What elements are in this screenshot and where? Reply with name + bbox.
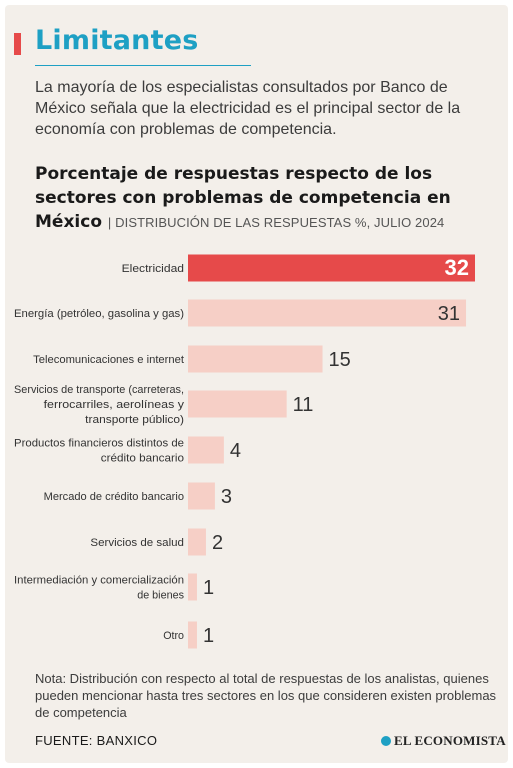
category-label-4: Servicios de transporte (carreteras, ferr… (14, 384, 185, 426)
infographic-card: Limitantes La mayoría de los especialist… (5, 5, 508, 763)
value-label-8: 1 (203, 577, 214, 599)
value-label-5: 4 (230, 440, 241, 462)
bar-5 (188, 436, 224, 464)
chart-subtitle-sep: | (107, 215, 116, 230)
value-label-4: 11 (293, 394, 314, 416)
bar-1 (188, 254, 475, 282)
category-label-5: Productos financieros distintos de crédit… (14, 438, 184, 465)
value-label-7: 2 (212, 532, 223, 554)
category-label-6: Mercado de crédito bancario (44, 491, 184, 503)
chart-title: Porcentaje de respuestas respecto de los… (35, 164, 451, 232)
bar-6 (188, 482, 215, 510)
brand-logo: EL ECONOMISTA (381, 733, 506, 749)
bar-4 (188, 390, 287, 418)
brand-icon (381, 736, 391, 746)
value-label-1: 32 (445, 255, 469, 280)
headline: Limitantes (35, 25, 199, 56)
note-text: Nota: Distribución con respecto al total… (35, 671, 497, 720)
headline-rule (35, 65, 251, 66)
value-label-9: 1 (203, 625, 214, 647)
category-label-7: Servicios de salud (90, 537, 184, 549)
category-label-8: Intermediación y comercialización de bien… (14, 575, 184, 602)
source-text: FUENTE: BANXICO (35, 733, 158, 748)
accent-bar (14, 33, 21, 55)
category-label-9: Otro (163, 630, 184, 642)
value-label-6: 3 (221, 486, 232, 508)
category-label-2: Energía (petróleo, gasolina y gas) (14, 308, 184, 320)
bar-9 (188, 621, 197, 649)
value-label-3: 15 (329, 349, 351, 371)
value-label-2: 31 (438, 303, 460, 325)
chart-title-block: Porcentaje de respuestas respecto de los… (35, 162, 505, 235)
bar-7 (188, 528, 206, 556)
bar-8 (188, 573, 197, 601)
intro-text: La mayoría de los especialistas consulta… (35, 79, 461, 138)
bar-3 (188, 345, 323, 373)
chart-subtitle: DISTRIBUCIÓN DE LAS RESPUESTAS %, JULIO … (115, 215, 445, 230)
category-label-3: Telecomunicaciones e internet (33, 354, 184, 366)
category-label-1: Electricidad (122, 263, 184, 275)
bar-2 (188, 299, 467, 327)
brand-name: EL ECONOMISTA (394, 733, 506, 748)
